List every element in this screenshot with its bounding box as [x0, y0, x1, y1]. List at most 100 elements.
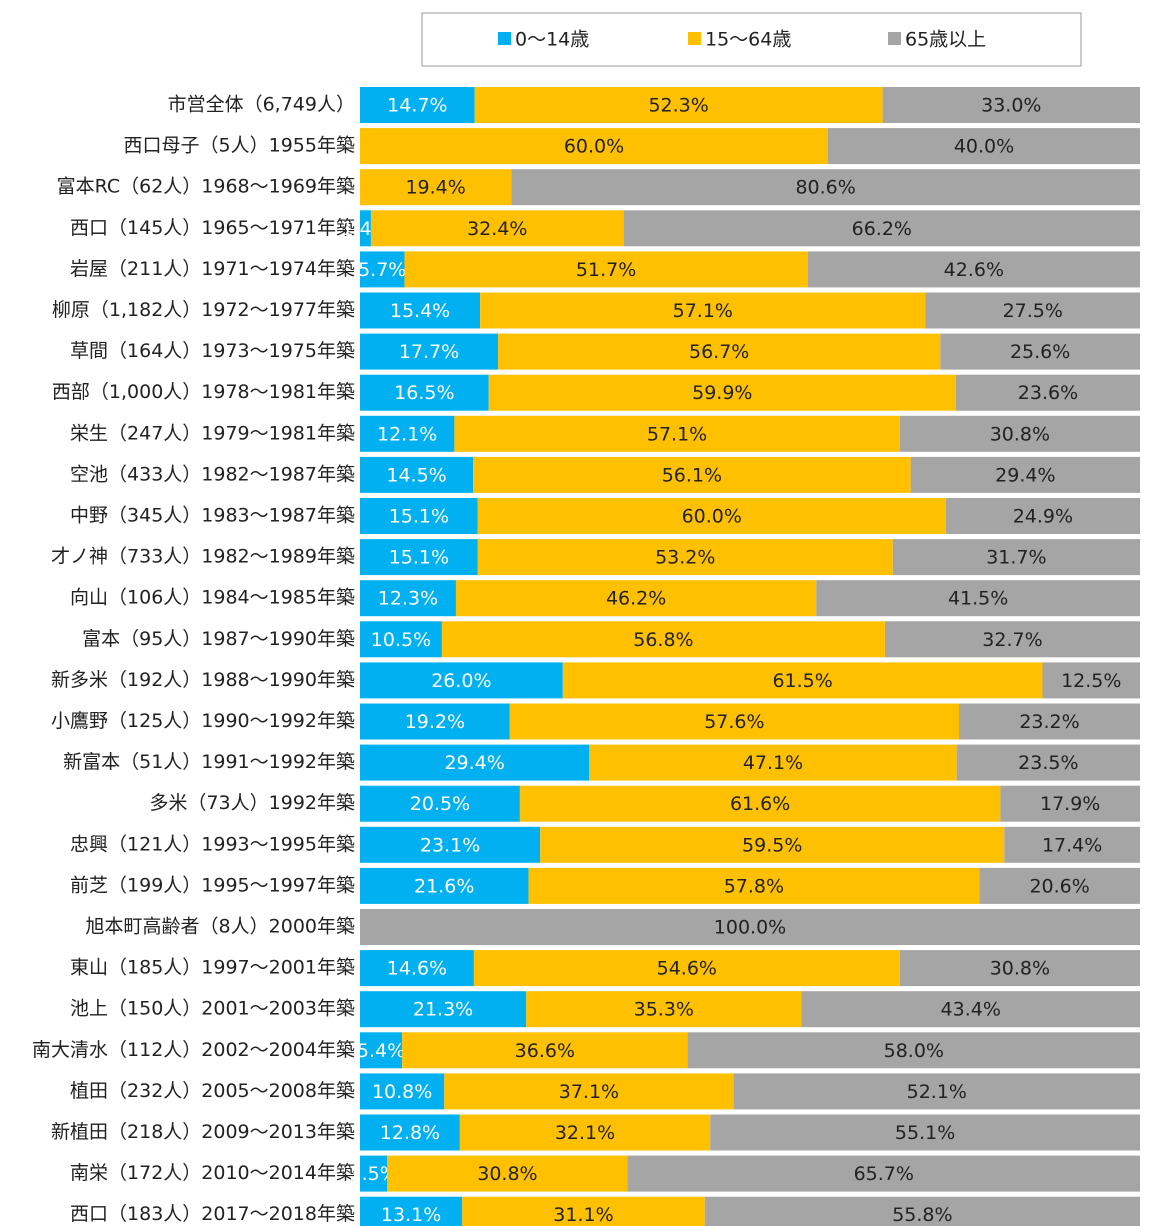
- data-label: 5.7%: [358, 259, 406, 281]
- data-label: 30.8%: [990, 958, 1050, 980]
- legend-box: [421, 12, 1082, 67]
- category-label: 西部（1,000人）1978〜1981年築: [52, 381, 355, 403]
- data-label: 60.0%: [682, 506, 742, 528]
- bar-segment: [360, 867, 529, 904]
- bar-segment: [910, 456, 1140, 493]
- bar-segment: [509, 703, 960, 740]
- category-label: 西口（183人）2017〜2018年築: [70, 1203, 355, 1225]
- bar-segment: [899, 950, 1140, 987]
- data-label: 55.8%: [892, 1204, 952, 1226]
- bar-segment: [828, 128, 1140, 165]
- bar-segment: [360, 621, 442, 658]
- data-label: 17.7%: [399, 341, 459, 363]
- data-label: 37.1%: [559, 1081, 619, 1103]
- legend-swatch: [498, 32, 511, 45]
- category-label: 西口母子（5人）1955年築: [124, 135, 355, 157]
- data-label: 29.4%: [444, 752, 504, 774]
- bar-segment: [360, 1073, 445, 1110]
- bar-segment: [360, 744, 590, 781]
- bar-segment: [801, 991, 1140, 1028]
- data-label: 80.6%: [795, 177, 855, 199]
- data-label: 43.4%: [941, 999, 1001, 1021]
- data-label: 15.4%: [390, 300, 450, 322]
- category-label: 栄生（247人）1979〜1981年築: [70, 422, 355, 444]
- bar-segment: [360, 1196, 463, 1226]
- bar-segment: [360, 456, 474, 493]
- data-label: 59.9%: [692, 382, 752, 404]
- bar-segment: [807, 251, 1140, 288]
- data-label: 57.1%: [647, 423, 707, 445]
- bar-segment: [882, 87, 1140, 123]
- data-label: 16.5%: [394, 382, 454, 404]
- category-label: 小鷹野（125人）1990〜1992年築: [51, 710, 355, 732]
- data-label: 25.6%: [1010, 341, 1070, 363]
- bar-segment: [360, 662, 563, 699]
- category-label: 西口（145人）1965〜1971年築: [70, 217, 355, 239]
- data-label: 17.4%: [1042, 834, 1102, 856]
- data-label: 23.2%: [1019, 711, 1079, 733]
- bar-segment: [477, 539, 893, 576]
- bar-segment: [360, 498, 478, 534]
- data-label: 23.6%: [1018, 382, 1078, 404]
- category-label: 南栄（172人）2010〜2014年築: [70, 1162, 355, 1184]
- bar-segment: [884, 621, 1140, 658]
- bar-segment: [1004, 826, 1140, 863]
- bar-segment: [925, 292, 1140, 329]
- category-label: 新富本（51人）1991〜1992年築: [63, 751, 355, 773]
- data-label: 31.1%: [553, 1204, 613, 1226]
- bar-segment: [477, 498, 946, 534]
- category-label: 南大清水（112人）2002〜2004年築: [32, 1039, 355, 1061]
- bar-segment: [627, 1155, 1140, 1192]
- data-label: 19.2%: [405, 711, 465, 733]
- data-label: 100.0%: [714, 917, 786, 939]
- bar-segment: [402, 1032, 688, 1069]
- bar-segment: [360, 1032, 403, 1069]
- data-label: 36.6%: [515, 1040, 575, 1062]
- data-label: 56.7%: [689, 341, 749, 363]
- bar-segment: [710, 1114, 1140, 1151]
- data-label: 12.5%: [1061, 670, 1121, 692]
- bar-segment: [956, 744, 1140, 781]
- data-label: 57.6%: [704, 711, 764, 733]
- data-label: 32.4%: [467, 218, 527, 240]
- data-label: 30.8%: [990, 423, 1050, 445]
- data-label: 40.0%: [954, 136, 1014, 158]
- data-label: 3.5%: [350, 1163, 398, 1185]
- bar-segment: [526, 991, 802, 1028]
- bar-segment: [511, 169, 1140, 206]
- data-label: 21.6%: [414, 875, 474, 897]
- bar-segment: [360, 415, 455, 452]
- category-label: 草間（164人）1973〜1975年築: [70, 340, 355, 362]
- category-label: 才ノ神（733人）1982〜1989年築: [51, 546, 355, 568]
- data-label: 41.5%: [948, 588, 1008, 610]
- bar-segment: [455, 580, 817, 617]
- data-label: 32.1%: [555, 1122, 615, 1144]
- data-label: 46.2%: [606, 588, 666, 610]
- data-label: 58.0%: [884, 1040, 944, 1062]
- data-label: 12.8%: [380, 1122, 440, 1144]
- data-label: 19.4%: [405, 177, 465, 199]
- category-label: 向山（106人）1984〜1985年築: [70, 587, 355, 609]
- data-label: 35.3%: [634, 999, 694, 1021]
- data-label: 21.3%: [413, 999, 473, 1021]
- bar-segment: [955, 374, 1140, 411]
- bar-segment: [360, 87, 475, 123]
- data-label: 61.5%: [772, 670, 832, 692]
- category-label: 多米（73人）1992年築: [149, 792, 355, 814]
- data-label: 27.5%: [1003, 300, 1063, 322]
- category-label: 池上（150人）2001〜2003年築: [70, 998, 355, 1020]
- category-label: 富本（95人）1987〜1990年築: [82, 628, 355, 650]
- data-label: 12.1%: [377, 423, 437, 445]
- bar-segment: [480, 292, 926, 329]
- data-label: 13.1%: [381, 1204, 441, 1226]
- data-label: 66.2%: [852, 218, 912, 240]
- bar-segment: [360, 251, 405, 288]
- data-label: 51.7%: [576, 259, 636, 281]
- data-label: 14.7%: [387, 95, 447, 117]
- bar-segment: [444, 1073, 734, 1110]
- data-label: 23.1%: [420, 834, 480, 856]
- bar-segment: [899, 415, 1140, 452]
- category-label: 市営全体（6,749人）: [168, 94, 355, 116]
